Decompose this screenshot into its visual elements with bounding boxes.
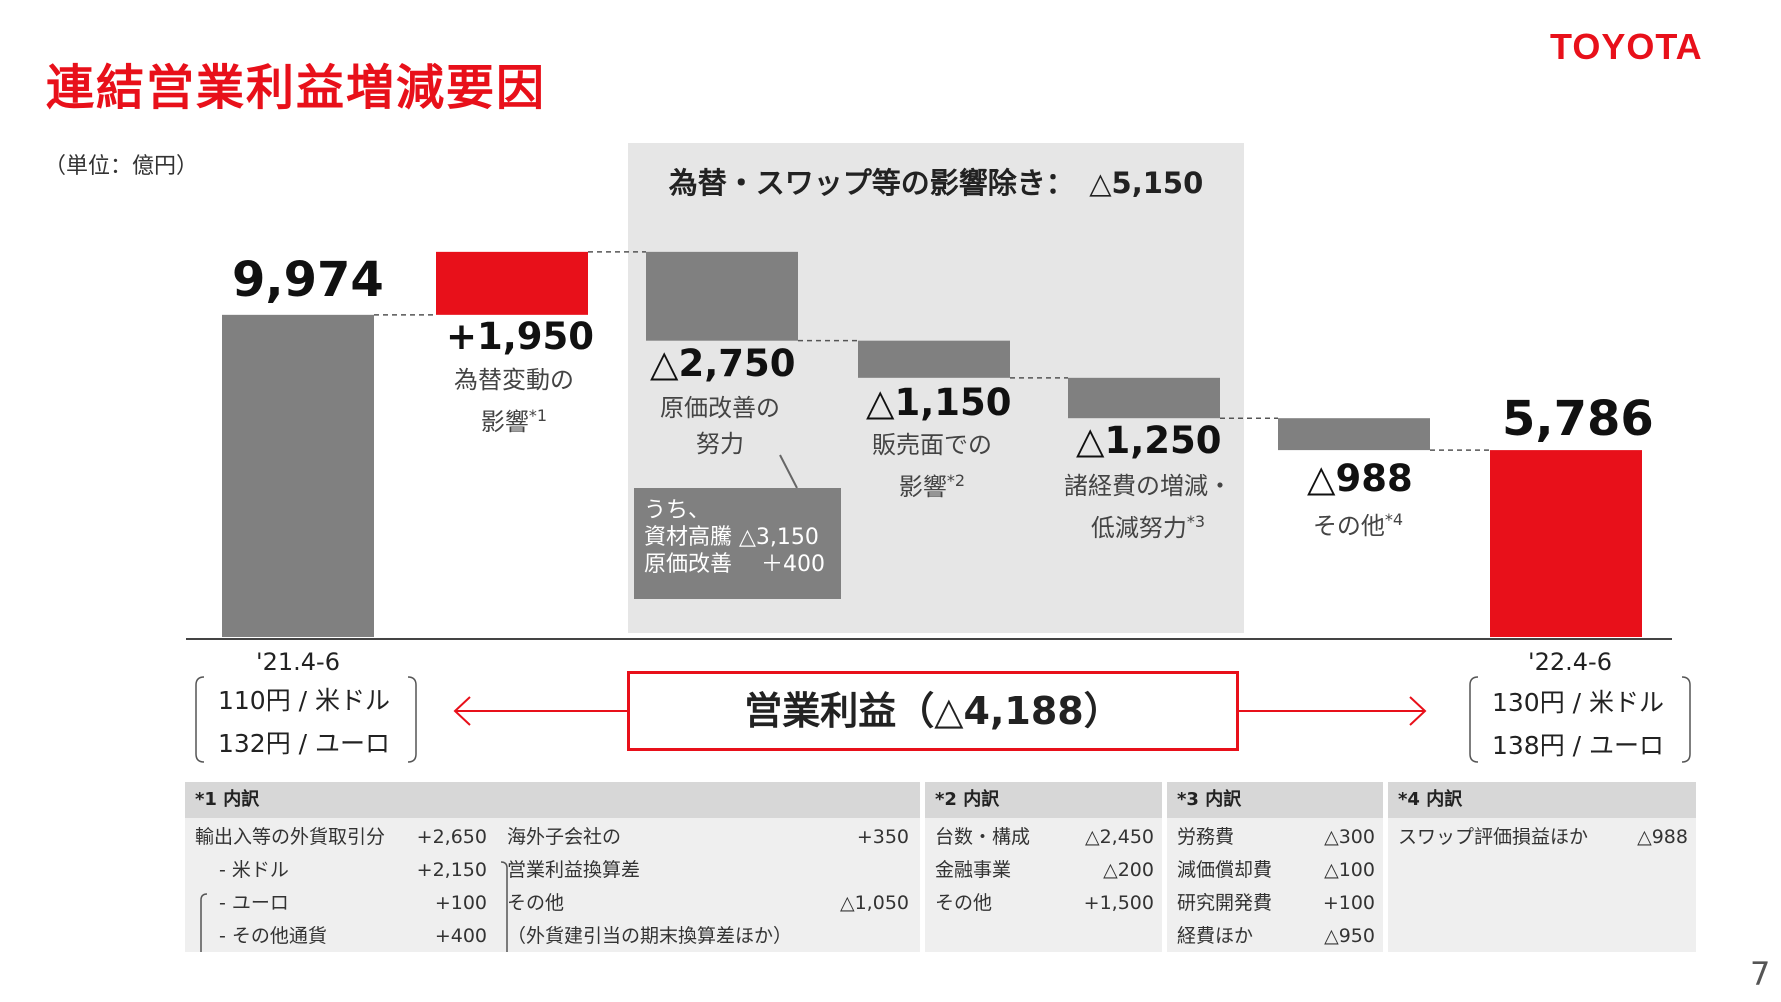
left-arrow bbox=[453, 696, 627, 726]
table-title: *3 内訳 bbox=[1167, 782, 1383, 818]
category-label-sales: 販売面での 影響*2 bbox=[872, 431, 992, 501]
bar-fx bbox=[436, 251, 588, 315]
fx-rates-right: 130円 / 米ドル 138円 / ユーロ bbox=[1492, 688, 1665, 760]
table-row: スワップ評価損益ほか △988 bbox=[1398, 826, 1688, 848]
table-left-column: 輸出入等の外貨取引分 +2,650 - 米ドル +2,150 - ユーロ +100 -… bbox=[195, 821, 495, 953]
table-row: 労務費 △300 bbox=[1177, 826, 1375, 848]
table-title: *4 内訳 bbox=[1388, 782, 1696, 818]
table-right-column: 海外子会社の +350 営業利益換算差 その他 △1,050 （外貨建引当の期末換算… bbox=[507, 821, 917, 953]
fx-rates-left: 110円 / 米ドル 132円 / ユーロ bbox=[218, 686, 391, 758]
value-label-end: 5,786 bbox=[1502, 391, 1654, 447]
bar-sales bbox=[858, 340, 1010, 378]
table-row: （外貨建引当の期末換算差ほか） bbox=[507, 925, 793, 947]
category-label-other: その他*4 bbox=[1312, 510, 1404, 540]
value-label-fx: +1,950 bbox=[446, 315, 595, 358]
table-row: 海外子会社の +350 bbox=[507, 826, 909, 848]
category-label-cost: 原価改善の 努力 bbox=[660, 394, 780, 458]
table-row: 営業利益換算差 bbox=[507, 859, 641, 881]
category-label-fx: 為替変動の 影響*1 bbox=[454, 366, 574, 436]
table-row: その他 △1,050 bbox=[507, 892, 909, 914]
value-label-expenses: △1,250 bbox=[1076, 419, 1222, 462]
table-row: 台数・構成 △2,450 bbox=[935, 826, 1154, 848]
period-label-left: '21.4-6 bbox=[256, 648, 340, 676]
table-row: 研究開発費 +100 bbox=[1177, 892, 1375, 914]
value-label-start: 9,974 bbox=[232, 252, 384, 308]
table-row: 輸出入等の外貨取引分 +2,650 bbox=[195, 826, 487, 848]
table-row: 減価償却費 △100 bbox=[1177, 859, 1375, 881]
table-title: *2 内訳 bbox=[925, 782, 1162, 818]
bar-expenses bbox=[1068, 377, 1220, 419]
shaded-area-title: 為替・スワップ等の影響除き： △5,150 bbox=[668, 166, 1204, 200]
bar-end bbox=[1490, 450, 1642, 637]
table-row: - その他通貨 +400 bbox=[219, 925, 487, 947]
value-label-cost: △2,750 bbox=[650, 342, 796, 385]
table-title: *1 内訳 bbox=[185, 782, 920, 818]
unit-label: （単位：億円） bbox=[44, 154, 199, 179]
toyota-logo: TOYOTA bbox=[1550, 26, 1703, 67]
table-row: 経費ほか △950 bbox=[1177, 925, 1375, 947]
table-row: 金融事業 △200 bbox=[935, 859, 1154, 881]
table-note-1: *1 内訳 輸出入等の外貨取引分 +2,650 - 米ドル +2,150 - ユーロ… bbox=[185, 782, 920, 952]
table-note-2: *2 内訳 台数・構成 △2,450 金融事業 △200 その他 +1,500 bbox=[925, 782, 1162, 952]
left-fx-bracket bbox=[195, 676, 417, 763]
bar-start bbox=[222, 314, 374, 637]
table-note-4: *4 内訳 スワップ評価損益ほか △988 bbox=[1388, 782, 1696, 952]
page-title: 連結営業利益増減要因 bbox=[46, 60, 547, 116]
table-row: - 米ドル +2,150 bbox=[219, 859, 487, 881]
table-row: - ユーロ +100 bbox=[219, 892, 487, 914]
right-fx-bracket bbox=[1469, 676, 1691, 763]
page-number: 7 bbox=[1750, 955, 1771, 993]
value-label-sales: △1,150 bbox=[866, 381, 1012, 424]
period-label-right: '22.4-6 bbox=[1528, 648, 1612, 676]
category-label-expenses: 諸経費の増減・ 低減努力*3 bbox=[1064, 472, 1232, 542]
table-brackets bbox=[200, 861, 508, 952]
breakdown-pointer bbox=[779, 454, 798, 489]
table-note-3: *3 内訳 労務費 △300 減価償却費 △100 研究開発費 +100 経費ほか △9… bbox=[1167, 782, 1383, 952]
operating-income-box: 営業利益（△4,188） bbox=[627, 671, 1239, 751]
cost-breakdown-box: うち、 資材高騰 △3,150 原価改善 ＋400 bbox=[634, 488, 841, 599]
bar-cost bbox=[646, 251, 798, 341]
table-row: その他 +1,500 bbox=[935, 892, 1154, 914]
value-label-other: △988 bbox=[1307, 457, 1413, 500]
right-arrow bbox=[1239, 696, 1427, 726]
bar-other bbox=[1278, 418, 1430, 451]
